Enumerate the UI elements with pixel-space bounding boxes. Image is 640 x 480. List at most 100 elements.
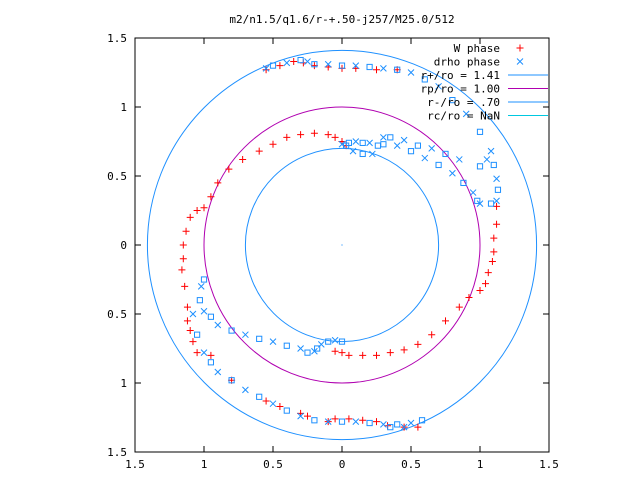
w-phase-point	[178, 266, 186, 274]
drho-phase-point	[349, 147, 357, 155]
drho-phase-point	[304, 58, 311, 65]
drho-phase-point	[352, 62, 360, 69]
drho-phase-point	[262, 65, 270, 72]
w-phase-point	[488, 258, 496, 266]
legend-label: drho phase	[434, 56, 500, 69]
drho-phase-point	[493, 175, 500, 183]
circle-3	[203, 106, 481, 384]
w-phase-point	[493, 220, 501, 228]
w-phase-point	[262, 397, 270, 405]
drho-phase-point	[474, 197, 481, 204]
x-tick-label: 0	[339, 458, 346, 471]
y-tick-label: 1.5	[107, 446, 127, 459]
drho-phase-point	[338, 418, 346, 425]
w-phase-point	[262, 66, 270, 74]
drho-phase-point	[269, 338, 277, 345]
w-phase-point	[183, 303, 191, 311]
drho-phase-point	[469, 189, 477, 196]
x-tick-label: 1	[201, 458, 208, 471]
drho-phase-point	[493, 197, 500, 205]
axis-ticks: 1.5 1 0.5 0 0.5 1 1.51.510.500.511.5	[107, 32, 559, 471]
drho-phase-point	[314, 345, 321, 352]
drho-phase-point	[242, 386, 249, 394]
drho-phase-point	[393, 142, 401, 149]
w-phase-point	[484, 269, 492, 277]
y-tick-label: 1.5	[107, 32, 127, 45]
drho-phase-point	[200, 276, 208, 283]
w-phase-point	[331, 347, 339, 355]
drho-phase-point	[297, 412, 304, 420]
w-phase-point	[386, 349, 394, 357]
circle-2	[146, 49, 538, 441]
drho-phase-point	[435, 161, 442, 169]
w-phase-point	[290, 57, 298, 65]
y-tick-label: 0	[120, 239, 127, 252]
w-phase-point	[207, 351, 215, 359]
w-phase-point	[493, 202, 501, 210]
drho-phase-point	[297, 56, 304, 64]
drho-phase-point	[359, 150, 366, 158]
drho-phase-point	[242, 331, 249, 339]
w-phase-point	[345, 351, 353, 359]
drho-phase-point	[366, 139, 373, 147]
origin-dot	[341, 244, 343, 246]
drho-phase-point	[228, 327, 235, 334]
w-phase-point	[345, 415, 353, 423]
drho-phase-point	[369, 150, 376, 158]
drho-phase-point	[380, 421, 387, 428]
chart-title: m2/n1.5/q1.6/r-+.50-j257/M25.0/512	[229, 13, 454, 26]
drho-phase-point	[317, 341, 325, 348]
drho-phase-point	[359, 139, 366, 146]
drho-phase-point	[338, 62, 346, 69]
drho-phase-point	[487, 147, 495, 155]
drho-phase-point	[338, 338, 346, 345]
w-phase-point	[476, 287, 484, 295]
w-phase-point	[442, 317, 449, 325]
w-phase-point	[189, 338, 197, 346]
w-phase-point	[304, 412, 311, 420]
drho-phase-point	[200, 349, 208, 356]
w-phase-point	[179, 241, 187, 249]
y-tick-label: 1	[120, 377, 127, 390]
drho-phase-point	[331, 336, 339, 344]
drho-phase-point	[394, 66, 401, 73]
drho-phase-point	[366, 63, 373, 71]
drho-phase-point	[442, 150, 449, 158]
drho-phase-point	[400, 136, 408, 144]
w-phase-point	[255, 147, 263, 155]
drho-phase-point	[200, 307, 208, 315]
w-phase-point	[465, 293, 473, 301]
w-phase-point	[373, 66, 380, 74]
w-phase-point	[186, 327, 194, 335]
w-phase-point	[193, 349, 201, 357]
drho-phase-point	[214, 321, 222, 329]
drho-phase-point	[476, 163, 484, 170]
w-phase-point	[373, 418, 380, 426]
w-phase-point	[359, 416, 367, 424]
drho-phase-point	[324, 418, 332, 425]
drho-phase-point	[428, 145, 436, 152]
drho-phase-point	[418, 417, 426, 424]
legend-label: r-/ro = .70	[427, 96, 500, 109]
legend-label: rc/ro = NaN	[427, 110, 500, 123]
w-phase-point	[331, 415, 339, 423]
drho-phase-point	[325, 338, 332, 345]
w-phase-point	[186, 213, 194, 221]
w-phase-point	[225, 165, 233, 173]
drho-phase-point	[197, 283, 205, 290]
drho-phase-point	[283, 342, 290, 349]
w-phase-point	[214, 179, 222, 187]
drho-phase-point	[269, 62, 277, 69]
drho-phase-point	[366, 419, 373, 427]
drho-phase-point	[414, 142, 421, 149]
w-phase-point	[490, 234, 498, 242]
reference-circles	[146, 49, 538, 441]
w-phase-point	[324, 131, 332, 139]
w-phase-point	[239, 155, 247, 163]
drho-phase-point	[228, 377, 235, 384]
w-phase-point	[182, 227, 190, 235]
w-phase-point	[207, 193, 215, 201]
w-phase-point	[310, 129, 318, 137]
w-phase-point	[276, 402, 284, 410]
w-phase-point	[193, 207, 201, 214]
